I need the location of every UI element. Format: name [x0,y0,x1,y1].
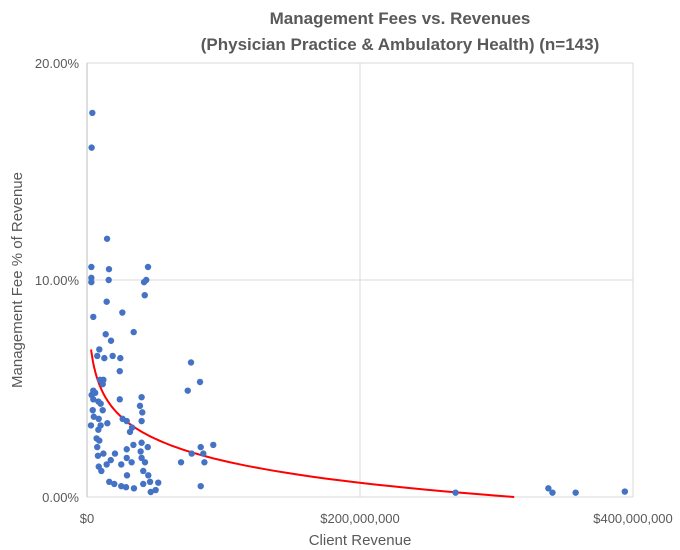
data-point [98,467,105,475]
data-point [184,387,191,394]
x-tick-label: $400,000,000 [593,511,673,526]
data-point [111,450,119,457]
data-point [545,485,552,492]
data-point [107,337,115,344]
data-point [572,489,579,496]
data-point [119,309,126,316]
data-point [128,424,136,431]
data-point [93,435,100,442]
data-point [96,346,103,353]
data-point [99,380,106,388]
data-point [106,478,113,486]
chart-title-line-1: Management Fees vs. Revenues [270,9,531,28]
data-point [103,235,111,242]
data-point [452,489,459,496]
data-point [146,478,154,486]
data-point [91,389,99,397]
data-point [116,396,123,403]
data-point [549,489,556,496]
y-axis-title: Management Fee % of Revenue [9,172,26,388]
data-point [143,276,150,284]
data-point [123,417,130,425]
data-point [94,443,101,451]
data-point [138,393,145,401]
data-point [97,422,104,429]
data-point [88,263,95,271]
data-point [144,263,152,271]
data-point [144,443,151,451]
data-point [118,461,125,468]
data-point [123,472,131,479]
y-tick-label: 0.00% [42,490,79,505]
data-point [136,402,144,410]
data-point [123,446,130,453]
data-point [197,482,204,490]
data-point [147,488,154,496]
data-point [140,480,147,488]
data-point [155,479,162,486]
x-axis-title: Client Revenue [309,532,412,549]
data-point [87,422,95,429]
data-point [138,454,145,462]
data-point [138,417,145,425]
data-point [152,486,159,494]
data-point [97,400,104,407]
data-point [90,413,98,420]
data-point [145,472,152,479]
data-point [141,459,149,466]
data-point [99,407,106,414]
data-point [118,482,125,490]
x-tick-label: $0 [80,511,94,526]
data-point [101,354,108,362]
data-point [210,441,217,449]
data-point [95,415,102,423]
data-point [103,298,110,305]
y-tick-label: 10.00% [35,273,80,288]
data-point [187,359,195,366]
data-point [201,459,208,466]
data-point [188,450,195,457]
data-point [100,450,107,457]
data-point [94,352,101,360]
data-point [137,448,144,455]
x-tick-label: $200,000,000 [320,511,400,526]
data-point [197,443,204,451]
data-point [130,485,138,492]
data-point [90,313,97,321]
data-point [105,265,113,273]
data-point [130,328,137,336]
data-point [140,467,147,475]
data-point [122,484,130,491]
data-point [103,461,110,468]
trendline [90,349,515,498]
data-point [177,459,185,466]
data-point [111,480,118,488]
data-point [116,367,123,375]
data-point [621,488,629,495]
data-point [105,276,112,284]
data-point [196,378,204,386]
data-point [89,109,96,117]
data-point [117,354,124,362]
data-point [138,439,145,446]
data-point [90,396,97,403]
data-point [123,454,130,462]
data-point [102,331,109,338]
data-point [130,441,137,449]
y-tick-label: 20.00% [35,56,80,71]
data-point [88,144,95,151]
data-point [139,409,146,416]
data-point [128,459,135,466]
data-point [104,420,111,427]
data-point [94,452,102,459]
data-point [141,291,148,299]
chart-title-line-2: (Physician Practice & Ambulatory Health)… [201,35,600,54]
data-point [109,352,116,360]
data-point [107,456,114,464]
data-point [89,407,96,414]
data-point [200,450,207,457]
data-point [88,278,95,286]
